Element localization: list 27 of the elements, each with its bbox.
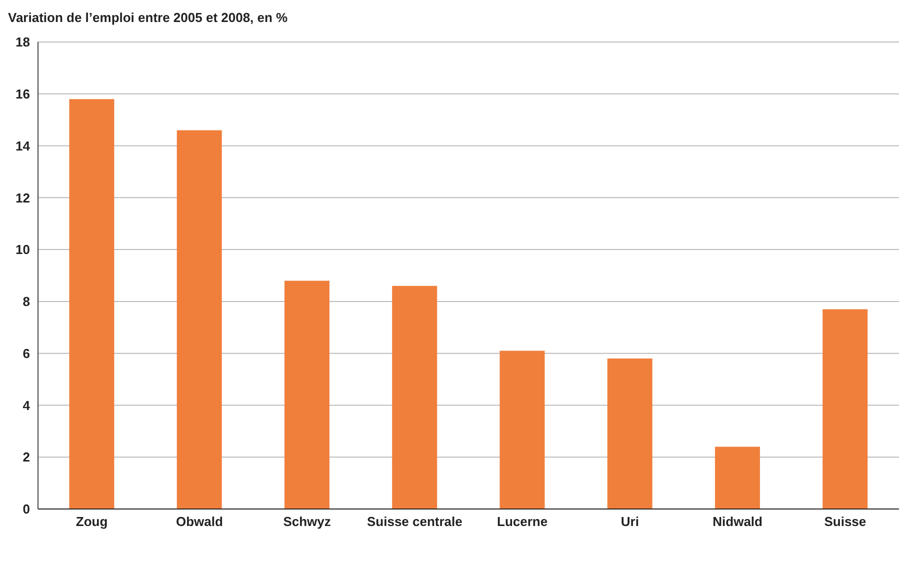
bar [392, 286, 438, 509]
x-tick-label: Nidwald [712, 514, 763, 530]
y-tick-label: 18 [16, 34, 30, 50]
bar [607, 358, 652, 509]
x-tick-label: Lucerne [497, 514, 548, 530]
x-tick-label: Obwald [176, 514, 223, 530]
chart-title: Variation de l’emploi entre 2005 et 2008, en % [8, 9, 289, 27]
y-tick-label: 16 [16, 86, 30, 102]
x-tick-label: Suisse [824, 514, 866, 530]
y-tick-label: 0 [22, 502, 30, 517]
bar [822, 309, 868, 509]
y-tick-label: 8 [22, 294, 30, 310]
x-tick-label: Uri [620, 514, 639, 530]
y-tick-label: 14 [16, 138, 31, 154]
y-tick-label: 2 [22, 450, 30, 465]
bar [284, 280, 330, 509]
bar [500, 350, 545, 509]
bar [69, 99, 114, 509]
x-tick-label: Zoug [76, 514, 108, 530]
bar [176, 130, 222, 509]
x-tick-label: Suisse centrale [366, 514, 462, 530]
bar [714, 446, 760, 509]
y-tick-label: 6 [22, 346, 30, 361]
x-tick-label: Schwyz [283, 514, 332, 530]
y-tick-label: 12 [16, 190, 30, 206]
y-tick-label: 10 [16, 242, 30, 258]
y-tick-label: 4 [22, 398, 31, 413]
